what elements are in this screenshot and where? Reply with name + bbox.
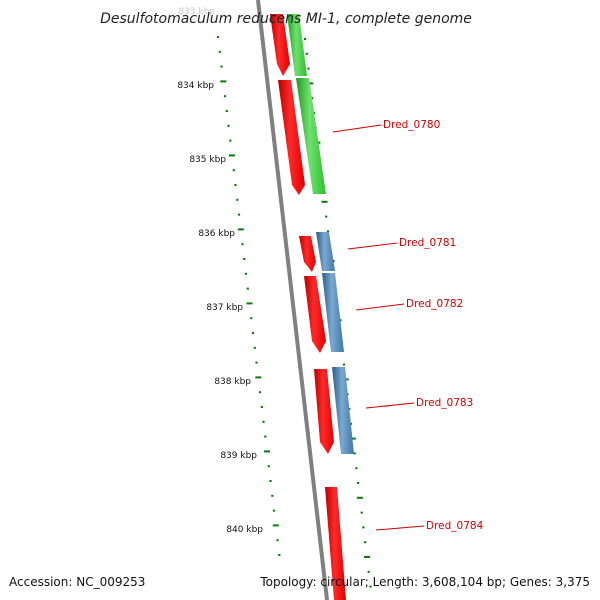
gc-skew-mark (229, 154, 235, 157)
gc-skew-mark (307, 82, 314, 85)
gc-skew-inner-track (216, 36, 281, 556)
gc-skew-mark (367, 570, 370, 573)
gc-skew-mark (225, 110, 228, 112)
cds-feature[interactable] (304, 276, 326, 353)
gc-skew-mark (353, 452, 356, 455)
position-ruler: 833 kbp 834 kbp 835 kbp 836 kbp 837 kbp … (177, 7, 263, 535)
cds-feature[interactable] (278, 80, 305, 195)
cds-feature[interactable] (325, 487, 346, 600)
gene-label-dred-0784[interactable]: Dred_0784 (426, 520, 484, 532)
ruler-label: 836 kbp (198, 229, 235, 239)
gc-skew-mark (364, 541, 367, 544)
gene-label-connector (365, 402, 415, 409)
ruler-label: 840 kbp (226, 525, 263, 535)
gc-skew-mark (369, 585, 372, 588)
map-title: Desulfotomaculum reducens MI-1, complete… (100, 11, 472, 27)
cds-track (270, 14, 346, 600)
gc-skew-mark (272, 509, 276, 512)
gc-skew-mark (250, 317, 253, 320)
gene-label-dred-0780[interactable]: Dred_0780 (383, 119, 440, 131)
gc-skew-mark (271, 494, 274, 497)
cds-feature[interactable] (299, 236, 316, 272)
ruler-label: 837 kbp (206, 303, 243, 313)
gene-label-connector (347, 242, 398, 250)
gc-skew-mark (325, 215, 328, 218)
gc-skew-mark (264, 450, 270, 453)
gc-skew-mark (244, 272, 248, 275)
gene-label-dred-0781[interactable]: Dred_0781 (399, 237, 456, 249)
gc-skew-mark (357, 482, 360, 484)
gc-skew-mark (342, 363, 346, 366)
gc-skew-mark (276, 539, 279, 542)
ruler-label: 834 kbp (177, 81, 214, 91)
gc-skew-mark (237, 213, 241, 216)
rna-feature[interactable] (316, 232, 335, 271)
gc-skew-mark (218, 50, 221, 53)
gc-skew-mark (269, 480, 272, 482)
gc-skew-mark (237, 228, 244, 231)
gc-skew-mark (241, 243, 244, 246)
gc-skew-mark (258, 391, 262, 394)
ruler-label: 839 kbp (220, 451, 257, 461)
gc-skew-mark (264, 435, 267, 438)
gc-skew-mark (255, 376, 262, 379)
gc-skew-mark (220, 65, 223, 68)
gc-skew-mark (355, 467, 358, 470)
gene-label-connector (332, 124, 382, 133)
gene-label-connector (375, 525, 425, 531)
gc-skew-mark (278, 554, 281, 556)
gc-skew-mark (234, 184, 237, 186)
gc-skew-mark (272, 524, 279, 527)
gc-skew-mark (267, 465, 270, 468)
gc-skew-mark (251, 332, 255, 334)
gc-skew-mark (364, 556, 370, 558)
rna-feature[interactable] (296, 78, 326, 194)
gc-skew-mark (243, 258, 246, 260)
gc-skew-mark (303, 38, 307, 40)
cds-feature[interactable] (314, 369, 334, 454)
gc-skew-mark (246, 287, 249, 290)
ruler-label: 833 kbp (178, 7, 215, 17)
rna-feature[interactable] (287, 14, 307, 76)
ruler-label: 835 kbp (189, 155, 226, 165)
gene-labels: Dred_0780 Dred_0781 Dred_0782 Dred_0783 … (383, 119, 484, 532)
rna-feature[interactable] (332, 367, 354, 454)
gc-skew-mark (232, 169, 235, 172)
gc-skew-mark (220, 80, 227, 83)
gc-skew-mark (253, 346, 256, 349)
gc-skew-mark (246, 302, 253, 305)
gene-label-dred-0782[interactable]: Dred_0782 (406, 298, 463, 310)
gc-skew-mark (349, 437, 356, 440)
gc-skew-mark (260, 406, 263, 408)
gc-skew-mark (223, 95, 227, 98)
gc-skew-mark (255, 361, 258, 364)
genome-backbone (256, 0, 329, 600)
gc-skew-mark (326, 230, 330, 233)
ruler-label: 838 kbp (214, 377, 251, 387)
gene-label-connector (355, 303, 405, 311)
gc-skew-mark (305, 52, 308, 55)
rna-feature[interactable] (322, 273, 344, 352)
gc-skew-mark (349, 422, 353, 425)
gc-skew-mark (362, 526, 365, 529)
cds-feature[interactable] (270, 14, 290, 76)
gc-skew-mark (321, 200, 328, 203)
gene-label-connectors (332, 124, 425, 531)
gc-skew-mark (307, 67, 310, 70)
topology-text: Topology: circular; Length: 3,608,104 bp… (259, 575, 590, 589)
gc-skew-mark (360, 511, 363, 514)
accession-text: Accession: NC_009253 (9, 575, 145, 589)
gc-skew-mark (356, 496, 363, 499)
gc-skew-mark (236, 198, 239, 201)
gc-skew-mark (216, 36, 220, 38)
gc-skew-mark (227, 124, 230, 127)
rna-track (287, 14, 354, 454)
gene-label-dred-0783[interactable]: Dred_0783 (416, 397, 473, 409)
gc-skew-mark (229, 139, 232, 142)
gc-skew-mark (262, 420, 265, 423)
gc-skew-mark (311, 97, 314, 100)
